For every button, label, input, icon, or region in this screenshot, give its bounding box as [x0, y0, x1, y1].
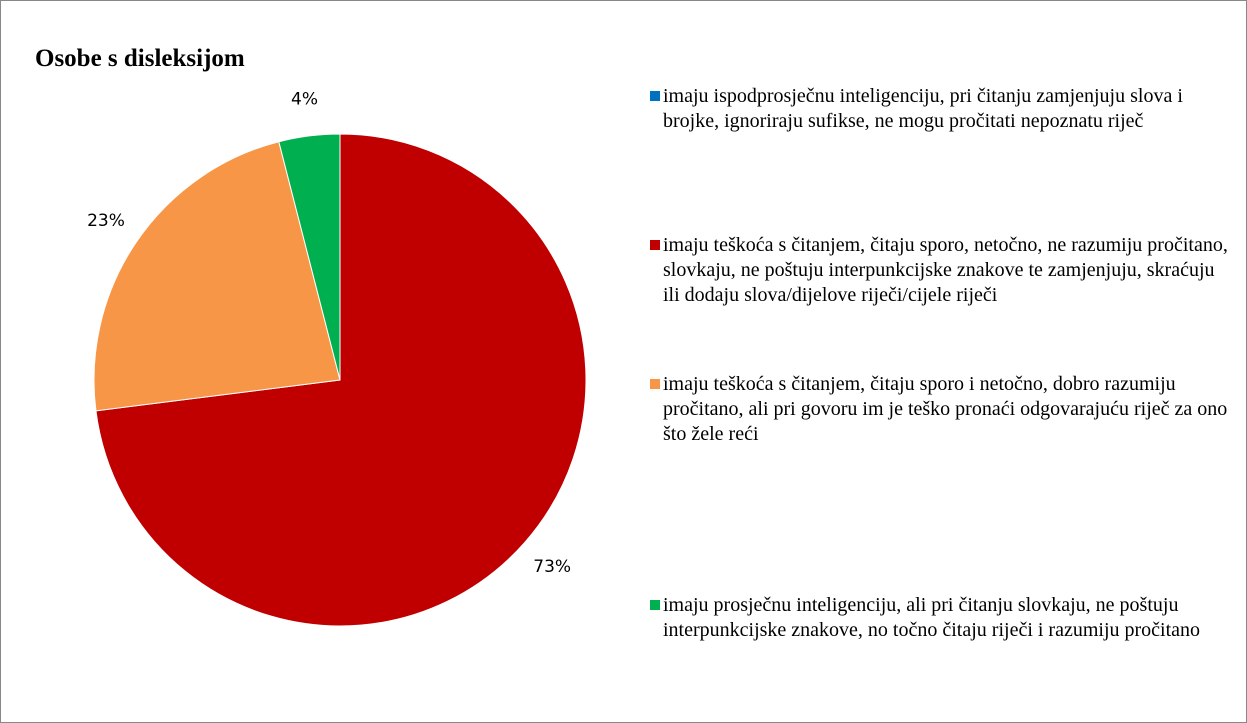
legend-label: imaju ispodprosječnu inteligenciju, pri …	[663, 85, 1183, 132]
chart-title: Osobe s disleksijom	[35, 45, 245, 72]
data-label: 73%	[533, 557, 571, 577]
legend-label: imaju prosječnu inteligenciju, ali pri č…	[663, 594, 1201, 641]
pie-slice	[278, 133, 341, 381]
legend-swatch	[650, 240, 660, 250]
legend-item: imaju teškoća s čitanjem, čitaju sporo i…	[650, 372, 1230, 447]
data-label: 4%	[291, 89, 318, 109]
legend-label: imaju teškoća s čitanjem, čitaju sporo, …	[663, 234, 1228, 306]
pie-slice	[93, 141, 341, 412]
legend-swatch	[650, 91, 660, 101]
legend-item: imaju prosječnu inteligenciju, ali pri č…	[650, 593, 1230, 643]
legend-swatch	[650, 379, 660, 389]
legend-label: imaju teškoća s čitanjem, čitaju sporo i…	[663, 373, 1228, 445]
legend-item: imaju ispodprosječnu inteligenciju, pri …	[650, 84, 1230, 134]
legend-item: imaju teškoća s čitanjem, čitaju sporo, …	[650, 233, 1230, 308]
legend-swatch	[650, 600, 660, 610]
data-label: 23%	[87, 211, 125, 231]
pie-slice	[95, 133, 587, 627]
